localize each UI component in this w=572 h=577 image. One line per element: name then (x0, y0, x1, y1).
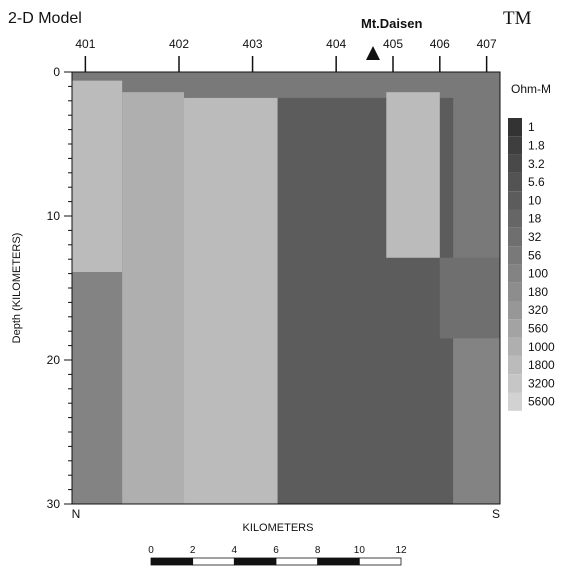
legend-value-label: 3.2 (528, 157, 545, 171)
scale-bar-label: 4 (232, 545, 238, 556)
legend-value-label: 5600 (528, 395, 555, 409)
station-label: 406 (430, 37, 450, 51)
scale-bar-label: 0 (148, 545, 154, 556)
legend-title: Ohm-M (511, 82, 551, 96)
legend-swatch (508, 392, 522, 411)
legend-value-label: 1 (528, 120, 535, 134)
model-block-2 (72, 272, 123, 504)
legend-value-label: 320 (528, 303, 548, 317)
depth-axis: 0 10 20 30 (47, 65, 72, 511)
legend-swatch (508, 282, 522, 301)
legend-swatch (508, 191, 522, 210)
feature-label: Mt.Daisen (361, 16, 422, 31)
model-block-5 (277, 97, 387, 505)
legend-swatch (508, 246, 522, 265)
station-label: 402 (169, 37, 189, 51)
south-label: S (492, 507, 500, 521)
legend-value-label: 100 (528, 267, 548, 281)
legend-value-label: 1000 (528, 340, 555, 354)
legend-value-label: 10 (528, 193, 542, 207)
model-block-7 (386, 92, 440, 258)
legend: 1 1.8 3.2 5.6 10 18 32 56 100 180 320 560 1000 1800 32… (508, 118, 555, 411)
y-axis-label: Depth (KILOMETERS) (11, 233, 23, 344)
legend-swatch (508, 172, 522, 192)
station-markers: 401 402 403 404 405 406 407 (75, 37, 497, 72)
station-label: 401 (75, 37, 95, 51)
resistivity-model (72, 72, 500, 505)
scale-bar-label: 10 (354, 545, 366, 556)
model-block-1 (72, 80, 123, 273)
depth-tick-label: 30 (47, 497, 61, 511)
legend-swatch (508, 209, 522, 228)
model-block-8 (439, 257, 467, 339)
model-block-3 (122, 92, 185, 504)
scale-bar-segment (275, 557, 319, 566)
depth-tick-label: 0 (53, 65, 60, 79)
legend-swatch (508, 374, 522, 393)
north-label: N (72, 507, 81, 521)
depth-tick-label: 10 (47, 209, 61, 223)
legend-swatch (508, 154, 522, 173)
station-label: 403 (243, 37, 263, 51)
scale-bar: 0 2 4 6 8 10 12 (148, 545, 407, 566)
legend-swatch (508, 355, 522, 375)
legend-swatch (508, 118, 522, 137)
legend-value-label: 1800 (528, 358, 555, 372)
scale-bar-segment (150, 557, 194, 566)
model-block-4 (184, 97, 278, 505)
legend-value-label: 18 (528, 212, 542, 226)
legend-value-label: 56 (528, 248, 542, 262)
scale-bar-label: 8 (315, 545, 321, 556)
chart-title: 2-D Model (8, 10, 82, 27)
scale-bar-segment (233, 557, 277, 566)
legend-value-label: 3200 (528, 376, 555, 390)
legend-swatch (508, 227, 522, 247)
legend-value-label: 560 (528, 321, 548, 335)
model-block-9 (466, 257, 500, 339)
legend-swatch (508, 301, 522, 320)
mode-label: TM (503, 8, 532, 29)
depth-tick-label: 20 (47, 353, 61, 367)
legend-swatch (508, 319, 522, 338)
legend-swatch (508, 136, 522, 155)
scale-bar-segment (317, 557, 360, 566)
legend-value-label: 5.6 (528, 175, 545, 189)
volcano-marker-icon (366, 46, 380, 60)
scale-bar-segment (192, 557, 235, 566)
scale-bar-label: 12 (395, 545, 407, 556)
station-label: 407 (477, 37, 497, 51)
scale-bar-label: 6 (273, 545, 279, 556)
scale-bar-label: 2 (190, 545, 196, 556)
station-label: 404 (326, 37, 346, 51)
x-axis-label: KILOMETERS (243, 522, 314, 534)
scale-bar-segment (358, 557, 402, 566)
legend-value-label: 32 (528, 230, 542, 244)
model-block-10 (453, 338, 500, 504)
legend-swatch (508, 264, 522, 283)
legend-value-label: 180 (528, 285, 548, 299)
station-label: 405 (383, 37, 403, 51)
legend-swatch (508, 337, 522, 356)
legend-value-label: 1.8 (528, 138, 545, 152)
